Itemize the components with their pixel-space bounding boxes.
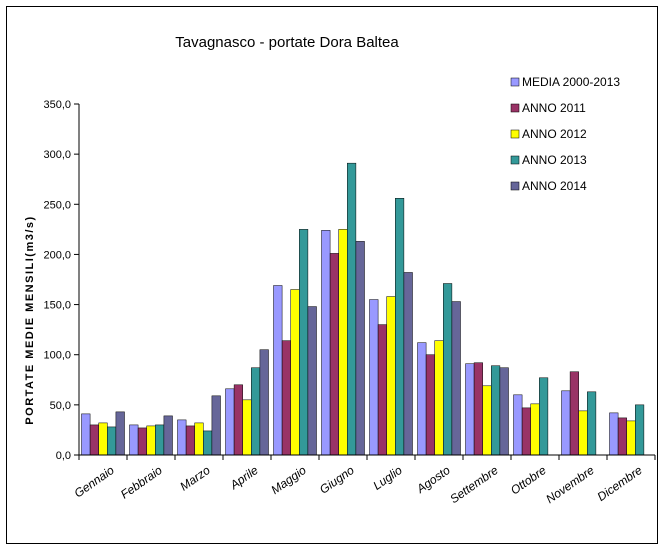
chart-title: Tavagnasco - portate Dora Baltea — [175, 34, 399, 51]
x-tick-label: Agosto — [413, 463, 453, 497]
bar-anno-2012-novembre — [578, 410, 588, 456]
bar-anno-2011-aprile — [233, 384, 243, 456]
bar-anno-2013-febbraio — [155, 424, 165, 456]
bar-anno-2012-dicembre — [626, 420, 636, 456]
y-tick-label: 300,0 — [43, 149, 71, 161]
bar-anno-2014-febbraio — [163, 415, 173, 456]
bar-anno-2011-maggio — [281, 340, 291, 456]
x-tick-label: Dicembre — [595, 463, 645, 504]
bar-anno-2013-maggio — [299, 229, 309, 456]
bar-media-2000-2013-agosto — [417, 342, 427, 456]
bar-anno-2013-novembre — [587, 391, 597, 456]
y-tick-label: 150,0 — [43, 300, 71, 312]
legend-entry: ANNO 2012 — [522, 127, 587, 141]
y-tick-label: 250,0 — [43, 199, 71, 211]
bar-anno-2013-giugno — [347, 162, 357, 456]
bar-anno-2011-dicembre — [617, 417, 627, 456]
y-tick-label: 50,0 — [50, 400, 71, 412]
bar-anno-2013-luglio — [395, 198, 405, 456]
x-tick-label: Novembre — [543, 463, 597, 506]
legend-swatch — [510, 77, 520, 87]
x-tick-label: Gennaio — [72, 463, 117, 501]
bar-media-2000-2013-dicembre — [609, 412, 619, 456]
bar-anno-2012-settembre — [482, 385, 492, 456]
legend-entry: ANNO 2014 — [522, 179, 587, 193]
bar-anno-2011-ottobre — [521, 407, 531, 456]
legend-entry: ANNO 2011 — [522, 101, 586, 115]
bar-anno-2012-febbraio — [146, 425, 156, 456]
x-tick-label: Settembre — [447, 463, 501, 506]
bar-anno-2013-marzo — [203, 430, 213, 456]
bar-anno-2012-giugno — [338, 229, 348, 456]
bar-anno-2011-novembre — [569, 371, 579, 456]
bar-media-2000-2013-luglio — [369, 299, 379, 456]
legend-entry: MEDIA 2000-2013 — [522, 75, 620, 89]
bar-anno-2011-febbraio — [137, 427, 147, 456]
bar-anno-2014-settembre — [499, 367, 509, 456]
legend-swatch — [510, 129, 520, 139]
bar-media-2000-2013-giugno — [321, 230, 331, 456]
bar-media-2000-2013-ottobre — [513, 394, 523, 456]
bar-anno-2014-giugno — [355, 241, 365, 456]
bar-anno-2013-agosto — [443, 283, 453, 456]
bar-anno-2011-marzo — [185, 425, 195, 456]
bar-media-2000-2013-febbraio — [129, 424, 139, 456]
y-tick-label: 200,0 — [43, 249, 71, 261]
bar-anno-2011-luglio — [377, 324, 387, 456]
x-tick-label: Luglio — [370, 463, 405, 493]
bar-anno-2013-dicembre — [635, 404, 645, 456]
bar-anno-2012-maggio — [290, 289, 300, 456]
bar-anno-2014-marzo — [211, 395, 221, 456]
bar-media-2000-2013-marzo — [177, 419, 187, 456]
bar-anno-2013-settembre — [491, 365, 501, 456]
bar-anno-2012-aprile — [242, 399, 252, 456]
bar-anno-2014-gennaio — [115, 411, 125, 456]
legend-swatch — [510, 155, 520, 165]
x-tick-label: Marzo — [177, 463, 213, 494]
bar-anno-2013-ottobre — [539, 377, 549, 456]
y-tick-label: 100,0 — [43, 350, 71, 362]
x-tick-label: Aprile — [227, 463, 261, 493]
bar-anno-2014-agosto — [451, 301, 461, 456]
bar-media-2000-2013-maggio — [273, 285, 283, 456]
bar-anno-2012-ottobre — [530, 403, 540, 456]
x-tick-label: Maggio — [268, 463, 309, 497]
bar-anno-2013-gennaio — [107, 426, 117, 456]
bar-anno-2014-maggio — [307, 306, 317, 456]
bar-media-2000-2013-aprile — [225, 388, 235, 456]
legend-entry: ANNO 2013 — [522, 153, 587, 167]
bar-anno-2012-gennaio — [98, 422, 108, 456]
x-tick-label: Ottobre — [508, 463, 549, 498]
bar-anno-2011-agosto — [425, 354, 435, 456]
bar-anno-2011-gennaio — [89, 424, 99, 456]
bar-anno-2012-marzo — [194, 422, 204, 456]
bar-anno-2011-giugno — [329, 253, 339, 456]
bar-anno-2012-luglio — [386, 296, 396, 456]
bar-media-2000-2013-gennaio — [81, 413, 91, 456]
bar-anno-2012-agosto — [434, 340, 444, 456]
legend-swatch — [510, 181, 520, 191]
x-tick-label: Febbraio — [118, 463, 165, 502]
bar-anno-2014-aprile — [259, 349, 269, 456]
bar-anno-2011-settembre — [473, 362, 483, 456]
bar-anno-2013-aprile — [251, 367, 261, 456]
legend-swatch — [510, 103, 520, 113]
y-axis-label: PORTATE MEDIE MENSILI(m3/s) — [24, 215, 36, 424]
bar-anno-2014-luglio — [403, 272, 413, 456]
x-tick-label: Giugno — [317, 463, 357, 497]
bar-media-2000-2013-settembre — [465, 363, 475, 456]
bar-media-2000-2013-novembre — [561, 390, 571, 456]
y-tick-label: 350,0 — [43, 99, 71, 111]
y-tick-label: 0,0 — [56, 450, 71, 462]
